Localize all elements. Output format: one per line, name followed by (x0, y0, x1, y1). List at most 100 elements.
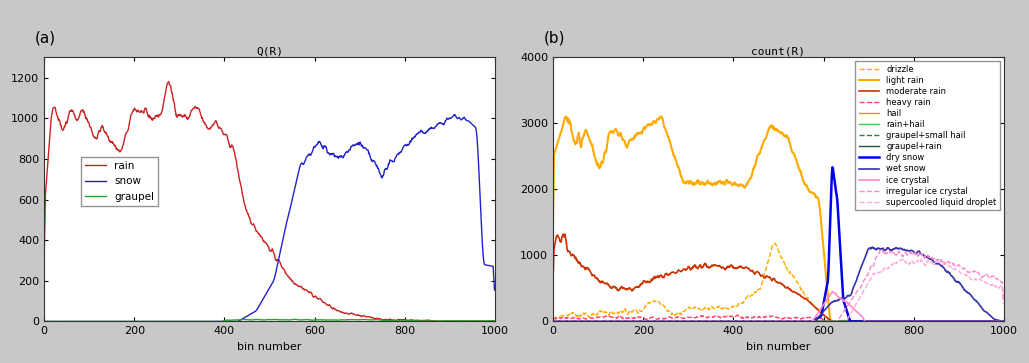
graupel+small hail (745, 319, 757, 324)
Line: dry snow: dry snow (553, 167, 1003, 322)
Line: moderate rain: moderate rain (553, 234, 1003, 322)
Line: rain+hail: rain+hail (553, 321, 1003, 322)
light rain (997, 319, 1009, 324)
ice crystal (593, 319, 605, 324)
graupel+rain (593, 319, 605, 324)
graupel+small hail (796, 319, 809, 323)
light rain (746, 172, 758, 176)
wet snow (856, 262, 868, 267)
rain+hail (745, 319, 757, 324)
rain (478, 319, 491, 324)
moderate rain (997, 319, 1009, 324)
drizzle (745, 293, 757, 297)
drizzle (768, 241, 780, 245)
hail (593, 319, 605, 323)
graupel (390, 319, 402, 323)
rain (237, 194, 249, 198)
Line: hail: hail (553, 321, 1003, 322)
moderate rain (730, 266, 742, 270)
snow (38, 319, 50, 324)
moderate rain (827, 319, 840, 324)
dry snow (907, 319, 919, 324)
snow (347, 143, 359, 147)
heavy rain (819, 319, 831, 324)
irregular ice crystal (745, 319, 757, 324)
snow (389, 156, 401, 160)
rain+hail (729, 319, 741, 324)
Line: drizzle: drizzle (553, 243, 1003, 322)
supercooled liquid droplet (897, 257, 910, 261)
snow (84, 319, 97, 324)
rain+hail (898, 319, 911, 324)
X-axis label: bin number: bin number (746, 342, 811, 352)
supercooled liquid droplet (997, 302, 1009, 306)
heavy rain (732, 313, 744, 317)
Line: graupel: graupel (44, 319, 495, 322)
moderate rain (546, 278, 559, 282)
wet snow (546, 319, 559, 324)
graupel (489, 319, 501, 323)
light rain (857, 319, 870, 324)
graupel+small hail (729, 319, 741, 324)
drizzle (899, 319, 912, 324)
heavy rain (729, 314, 741, 319)
light rain (899, 319, 912, 324)
moderate rain (746, 268, 758, 273)
light rain (560, 114, 572, 119)
rain (489, 319, 501, 323)
graupel (38, 319, 50, 324)
snow (220, 319, 233, 324)
wet snow (997, 319, 1009, 323)
wet snow (729, 319, 741, 324)
hail (793, 319, 806, 323)
Text: (b): (b) (544, 31, 566, 46)
moderate rain (857, 319, 870, 324)
Text: (a): (a) (35, 31, 57, 46)
moderate rain (594, 278, 606, 283)
drizzle (823, 319, 836, 324)
Line: wet snow: wet snow (553, 247, 1003, 322)
wet snow (593, 319, 605, 324)
hail (729, 319, 741, 323)
rain (38, 260, 50, 265)
heavy rain (899, 319, 912, 324)
hail (908, 319, 920, 324)
rain (348, 312, 360, 316)
moderate rain (559, 232, 571, 236)
ice crystal (745, 319, 757, 324)
hail (546, 319, 559, 323)
Legend: rain, snow, graupel: rain, snow, graupel (81, 157, 158, 206)
ice crystal (907, 319, 919, 324)
drizzle (908, 319, 920, 324)
irregular ice crystal (546, 319, 559, 324)
snow (449, 112, 461, 117)
graupel (288, 317, 300, 321)
ice crystal (997, 319, 1009, 324)
dry snow (745, 319, 757, 324)
snow (397, 145, 410, 149)
graupel+rain (781, 319, 793, 323)
Line: irregular ice crystal: irregular ice crystal (553, 249, 1003, 322)
dry snow (826, 165, 839, 170)
dry snow (997, 319, 1009, 324)
light rain (546, 221, 559, 225)
dry snow (546, 319, 559, 324)
graupel+small hail (907, 319, 919, 324)
dry snow (593, 319, 605, 324)
ice crystal (729, 319, 741, 324)
hail (857, 319, 870, 324)
rain (220, 133, 233, 138)
light rain (730, 182, 742, 187)
graupel (220, 318, 233, 322)
ice crystal (546, 319, 559, 324)
Line: heavy rain: heavy rain (553, 315, 1003, 322)
rain (397, 318, 410, 322)
graupel+rain (729, 319, 741, 324)
hail (899, 319, 912, 324)
Line: ice crystal: ice crystal (553, 292, 1003, 322)
graupel+small hail (593, 319, 605, 324)
snow (237, 317, 249, 321)
graupel+small hail (898, 319, 911, 324)
supercooled liquid droplet (745, 319, 757, 324)
wet snow (898, 248, 911, 252)
